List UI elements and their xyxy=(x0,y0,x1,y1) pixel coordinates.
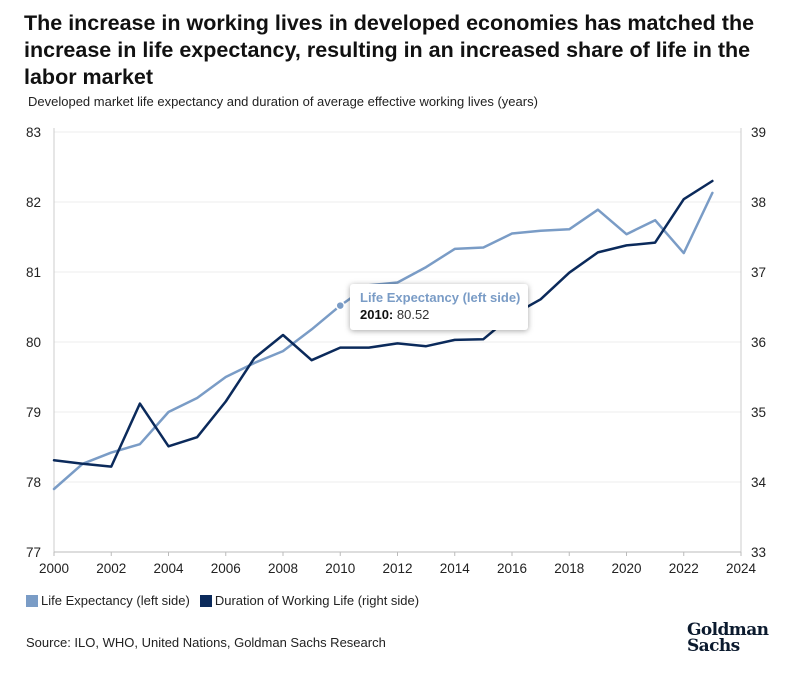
tick-labels: 77 33 78 34 79 35 80 36 81 37 82 38 83 39 2000 2002 2004… xyxy=(26,125,767,576)
y-right-tick-label: 33 xyxy=(751,545,766,560)
x-tick-label: 2004 xyxy=(153,561,184,576)
tooltip: Life Expectancy (left side) 2010: 80.52 xyxy=(350,284,528,330)
chart-title: The increase in working lives in develop… xyxy=(24,11,755,89)
x-tick-label: 2000 xyxy=(39,561,69,576)
legend-item-life-expectancy[interactable]: Life Expectancy (left side) xyxy=(26,593,190,608)
axes xyxy=(53,128,742,556)
x-tick-label: 2002 xyxy=(96,561,126,576)
x-tick-label: 2018 xyxy=(554,561,584,576)
x-tick-label: 2008 xyxy=(268,561,298,576)
tooltip-year: 2010: xyxy=(360,307,394,322)
x-tick-label: 2014 xyxy=(440,561,471,576)
working-life-line xyxy=(52,179,714,468)
x-tick-label: 2020 xyxy=(611,561,641,576)
goldman-sachs-logo: Goldman Sachs xyxy=(687,620,769,656)
legend-swatch-icon xyxy=(26,594,38,607)
y-left-tick-label: 80 xyxy=(26,335,41,350)
legend-label: Life Expectancy (left side) xyxy=(41,593,190,608)
chart-subtitle: Developed market life expectancy and dur… xyxy=(28,94,538,109)
y-right-tick-label: 39 xyxy=(751,125,766,140)
x-tick-label: 2010 xyxy=(325,561,355,576)
line-chart: 77 33 78 34 79 35 80 36 81 37 82 38 83 39 2000 2002 2004… xyxy=(26,125,767,576)
y-right-tick-label: 37 xyxy=(751,265,766,280)
x-tick-label: 2012 xyxy=(382,561,412,576)
tooltip-value: 80.52 xyxy=(396,307,430,322)
y-right-tick-label: 38 xyxy=(751,195,766,210)
x-tick-label: 2024 xyxy=(726,561,757,576)
legend-item-working-life[interactable]: Duration of Working Life (right side) xyxy=(199,593,420,608)
grid-lines xyxy=(54,131,741,553)
x-tick-label: 2006 xyxy=(211,561,241,576)
logo-line-1: Goldman xyxy=(687,620,769,640)
legend-swatch-icon xyxy=(199,594,212,607)
y-right-tick-label: 36 xyxy=(751,335,766,350)
legend-label: Duration of Working Life (right side) xyxy=(214,593,420,608)
y-left-tick-label: 79 xyxy=(26,405,41,420)
tooltip-series: Life Expectancy (left side) xyxy=(360,290,521,305)
y-left-tick-label: 83 xyxy=(26,125,41,140)
x-tick-label: 2022 xyxy=(669,561,699,576)
y-left-tick-label: 82 xyxy=(26,195,41,210)
logo-line-2: Sachs xyxy=(687,636,740,656)
tooltip-value-line: 2010: 80.52 xyxy=(360,307,518,322)
life-expectancy-line xyxy=(52,191,714,491)
hover-point-marker xyxy=(335,300,345,311)
x-tick-label: 2016 xyxy=(497,561,527,576)
y-right-tick-label: 34 xyxy=(751,475,767,490)
y-left-tick-label: 78 xyxy=(26,475,41,490)
series-group xyxy=(52,179,714,491)
legend: Life Expectancy (left side) Duration of … xyxy=(26,593,419,608)
y-right-tick-label: 35 xyxy=(751,405,766,420)
y-left-tick-label: 77 xyxy=(26,545,41,560)
hover-marker-group xyxy=(335,300,345,311)
y-left-tick-label: 81 xyxy=(26,265,41,280)
source-note: Source: ILO, WHO, United Nations, Goldma… xyxy=(26,635,386,650)
